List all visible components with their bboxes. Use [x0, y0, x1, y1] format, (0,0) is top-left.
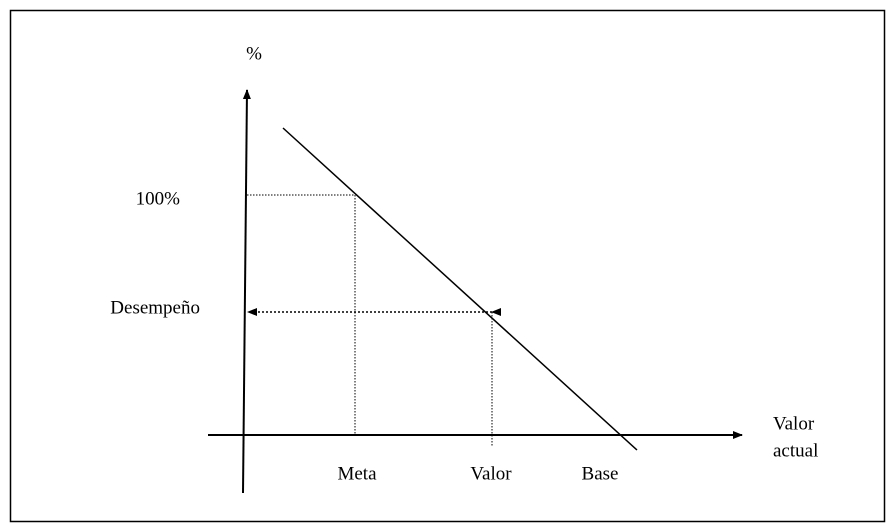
y-label: 100% [136, 188, 181, 209]
frame [9, 9, 886, 523]
x-label: Meta [337, 463, 377, 484]
x-axis-label: actual [773, 440, 818, 461]
y-axis [242, 89, 251, 494]
trend-line [282, 127, 638, 451]
x-label: Base [582, 463, 619, 484]
x-label: Valor [470, 463, 512, 484]
y-label: Desempeño [110, 297, 200, 318]
y-axis-label: % [246, 43, 262, 64]
x-axis-label: Valor [773, 413, 815, 434]
